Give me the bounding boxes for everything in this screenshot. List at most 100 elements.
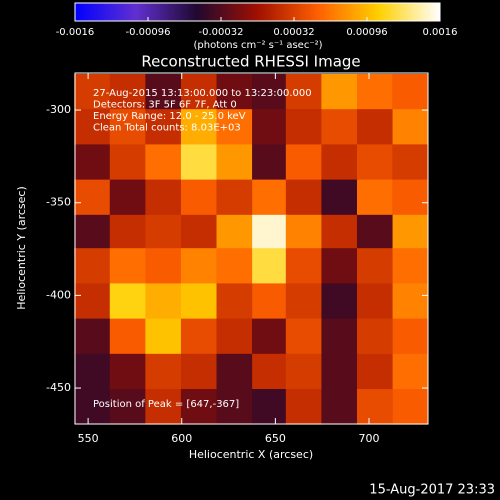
- colorbar-segment: [255, 3, 258, 21]
- x-axis-label: Heliocentric X (arcsec): [189, 448, 313, 461]
- colorbar-segment: [392, 3, 396, 21]
- colorbar-segment: [257, 3, 261, 21]
- pixel: [285, 179, 322, 216]
- colorbar-segment: [107, 3, 111, 21]
- colorbar-segment: [395, 3, 398, 21]
- colorbar-segment: [400, 3, 403, 21]
- colorbar-segment: [297, 3, 301, 21]
- colorbar-segment: [105, 3, 108, 21]
- colorbar-segment: [175, 3, 178, 21]
- pixel: [216, 318, 253, 355]
- pixel: [321, 318, 358, 355]
- pixel: [145, 389, 182, 425]
- colorbar-segment: [377, 3, 381, 21]
- pixel: [180, 214, 217, 251]
- pixel: [74, 318, 111, 355]
- pixel: [74, 353, 111, 390]
- colorbar-segment: [292, 3, 296, 21]
- y-tick-label: -450: [46, 381, 71, 394]
- colorbar-segment: [90, 3, 93, 21]
- colorbar-segment: [230, 3, 233, 21]
- colorbar-segment: [302, 3, 306, 21]
- colorbar-segment: [240, 3, 243, 21]
- colorbar-segment: [180, 3, 183, 21]
- colorbar-segment: [97, 3, 101, 21]
- colorbar-tick-label: 0.00032: [273, 27, 314, 38]
- pixel: [145, 214, 182, 251]
- pixel: [285, 389, 322, 425]
- colorbar-segment: [75, 3, 78, 21]
- colorbar-segment: [342, 3, 346, 21]
- colorbar-segment: [370, 3, 373, 21]
- x-tick-label: 550: [78, 432, 99, 445]
- colorbar-segment: [410, 3, 413, 21]
- colorbar-segment: [367, 3, 371, 21]
- colorbar-segment: [435, 3, 438, 21]
- colorbar-segment: [182, 3, 186, 21]
- colorbar-tick-label: 0.0016: [423, 27, 458, 38]
- colorbar-segment: [210, 3, 213, 21]
- colorbar-segment: [200, 3, 203, 21]
- colorbar-segment: [375, 3, 378, 21]
- annotation: 27-Aug-2015 13:13:00.000 to 13:23:00.000: [93, 88, 312, 99]
- colorbar-segment: [100, 3, 103, 21]
- chart-title: Reconstructed RHESSI Image: [141, 53, 360, 71]
- colorbar-segment: [412, 3, 416, 21]
- colorbar-segment: [150, 3, 153, 21]
- pixel: [392, 179, 429, 216]
- y-axis-label: Heliocentric Y (arcsec): [15, 186, 28, 310]
- pixel: [321, 214, 358, 251]
- colorbar-segment: [272, 3, 276, 21]
- pixel: [252, 109, 288, 145]
- pixel: [285, 73, 322, 110]
- colorbar-label: (photons cm⁻² s⁻¹ asec⁻²): [193, 40, 322, 51]
- colorbar-segment: [332, 3, 336, 21]
- colorbar-segment: [265, 3, 268, 21]
- pixel: [109, 214, 146, 251]
- pixel: [109, 283, 146, 319]
- pixel: [180, 73, 217, 110]
- colorbar-segment: [120, 3, 123, 21]
- pixel: [109, 353, 146, 390]
- y-tick-label: -350: [46, 196, 71, 209]
- pixel: [321, 179, 358, 216]
- pixel: [109, 179, 146, 216]
- pixel: [216, 389, 253, 425]
- colorbar-segment: [295, 3, 298, 21]
- colorbar-segment: [285, 3, 288, 21]
- pixel: [145, 248, 182, 284]
- pixel: [145, 283, 182, 319]
- pixel: [216, 179, 253, 216]
- colorbar-segment: [157, 3, 161, 21]
- colorbar-segment: [242, 3, 246, 21]
- colorbar-segment: [300, 3, 303, 21]
- pixel: [74, 389, 111, 425]
- pixel: [145, 109, 182, 145]
- colorbar-segment: [110, 3, 113, 21]
- pixel: [109, 109, 146, 145]
- colorbar-segment: [277, 3, 281, 21]
- colorbar-segment: [145, 3, 148, 21]
- colorbar-segment: [372, 3, 376, 21]
- pixel: [392, 389, 429, 425]
- pixel: [180, 353, 217, 390]
- colorbar-segment: [350, 3, 353, 21]
- colorbar-segment: [155, 3, 158, 21]
- pixel: [145, 144, 182, 181]
- pixel: [252, 179, 288, 216]
- colorbar-segment: [262, 3, 266, 21]
- colorbar-segment: [260, 3, 263, 21]
- pixel: [180, 248, 217, 284]
- colorbar-segment: [267, 3, 271, 21]
- pixel: [356, 353, 393, 390]
- colorbar-segment: [387, 3, 391, 21]
- colorbar-segment: [212, 3, 216, 21]
- colorbar-segment: [197, 3, 201, 21]
- colorbar-segment: [207, 3, 211, 21]
- colorbar-segment: [117, 3, 121, 21]
- pixel: [392, 318, 429, 355]
- colorbar-tick-label: -0.00096: [126, 27, 171, 38]
- pixel: [109, 248, 146, 284]
- colorbar-segment: [352, 3, 356, 21]
- colorbar-segment: [127, 3, 131, 21]
